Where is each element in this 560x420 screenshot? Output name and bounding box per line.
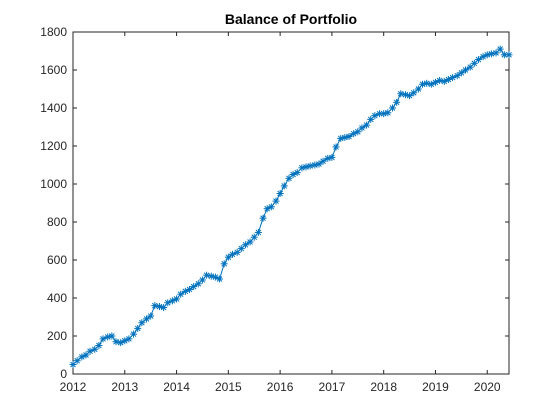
- data-point: [254, 228, 262, 236]
- y-tick-label: 1000: [40, 177, 67, 191]
- data-point: [147, 312, 155, 320]
- data-point: [186, 285, 194, 293]
- data-point: [423, 79, 431, 87]
- data-point: [155, 303, 163, 311]
- data-point: [259, 214, 267, 222]
- data-point: [341, 133, 349, 141]
- data-point: [406, 92, 414, 100]
- data-point: [311, 161, 319, 169]
- x-tick-label: 2015: [215, 380, 242, 394]
- data-point: [462, 66, 470, 74]
- x-tick-label: 2012: [60, 380, 87, 394]
- x-tick-label: 2020: [474, 380, 501, 394]
- x-tick-label: 2017: [319, 380, 346, 394]
- data-point: [483, 51, 491, 59]
- data-point: [384, 109, 392, 117]
- y-tick-label: 400: [47, 291, 67, 305]
- x-axis: 2012 2013 2014 2015 2016 2017 2018 2019 2020: [60, 32, 501, 394]
- data-point: [324, 154, 332, 162]
- data-point: [505, 51, 513, 59]
- x-tick-label: 2016: [267, 380, 294, 394]
- data-point: [250, 233, 258, 241]
- data-point: [207, 272, 215, 280]
- data-point: [138, 319, 146, 327]
- data-point: [358, 124, 366, 132]
- data-point: [414, 85, 422, 93]
- data-point: [337, 134, 345, 142]
- data-point: [302, 163, 310, 171]
- data-point: [216, 275, 224, 283]
- data-point: [328, 153, 336, 161]
- x-tick-label: 2014: [163, 380, 190, 394]
- x-tick-label: 2018: [370, 380, 397, 394]
- data-point: [393, 98, 401, 106]
- data-point: [143, 315, 151, 323]
- y-tick-label: 1400: [40, 101, 67, 115]
- data-point: [220, 260, 228, 268]
- data-point: [173, 295, 181, 303]
- data-point: [241, 241, 249, 249]
- data-point: [363, 121, 371, 129]
- data-point: [453, 72, 461, 80]
- y-tick-label: 800: [47, 215, 67, 229]
- data-point: [401, 91, 409, 99]
- plot-area: [72, 31, 510, 375]
- data-point: [397, 90, 405, 98]
- data-point: [104, 333, 112, 341]
- data-point: [293, 169, 301, 177]
- chart-title: Balance of Portfolio: [225, 11, 357, 27]
- data-point: [73, 357, 81, 365]
- y-axis: 0 200 400 600 800 1000 1200 1400 1600 1800: [40, 25, 509, 381]
- data-point: [267, 203, 275, 211]
- data-point: [99, 335, 107, 343]
- data-point: [298, 164, 306, 172]
- y-tick-label: 1200: [40, 139, 67, 153]
- data-point: [130, 330, 138, 338]
- data-point: [95, 342, 103, 349]
- y-tick-label: 200: [47, 329, 67, 343]
- data-point: [276, 190, 284, 197]
- series-layer: [69, 45, 513, 368]
- data-point: [246, 238, 254, 246]
- data-point: [272, 197, 280, 205]
- data-point: [380, 110, 388, 118]
- x-tick-label: 2019: [422, 380, 449, 394]
- data-point: [332, 143, 340, 151]
- data-point: [496, 45, 504, 53]
- data-point: [203, 271, 211, 279]
- data-point: [306, 162, 314, 170]
- data-point: [108, 332, 116, 340]
- data-point: [319, 157, 327, 165]
- data-point: [419, 80, 427, 88]
- y-tick-label: 1800: [40, 25, 67, 39]
- data-point: [388, 104, 396, 112]
- data-point: [134, 324, 142, 332]
- data-point: [160, 304, 168, 311]
- data-point: [457, 69, 465, 77]
- data-point: [436, 76, 444, 84]
- data-point: [82, 351, 90, 359]
- data-point: [345, 133, 353, 140]
- data-point: [487, 50, 495, 58]
- y-tick-label: 1600: [40, 63, 67, 77]
- data-point: [190, 283, 198, 291]
- data-point: [177, 290, 185, 298]
- data-point: [125, 335, 133, 343]
- y-tick-label: 600: [47, 253, 67, 267]
- data-point: [315, 160, 323, 168]
- data-point: [112, 338, 120, 346]
- x-tick-label: 2013: [111, 380, 138, 394]
- data-point: [151, 302, 159, 310]
- y-tick-label: 0: [60, 367, 67, 381]
- data-point: [198, 276, 206, 284]
- data-point: [280, 182, 288, 190]
- data-point: [224, 253, 232, 261]
- data-point: [410, 89, 418, 97]
- data-point: [474, 56, 482, 64]
